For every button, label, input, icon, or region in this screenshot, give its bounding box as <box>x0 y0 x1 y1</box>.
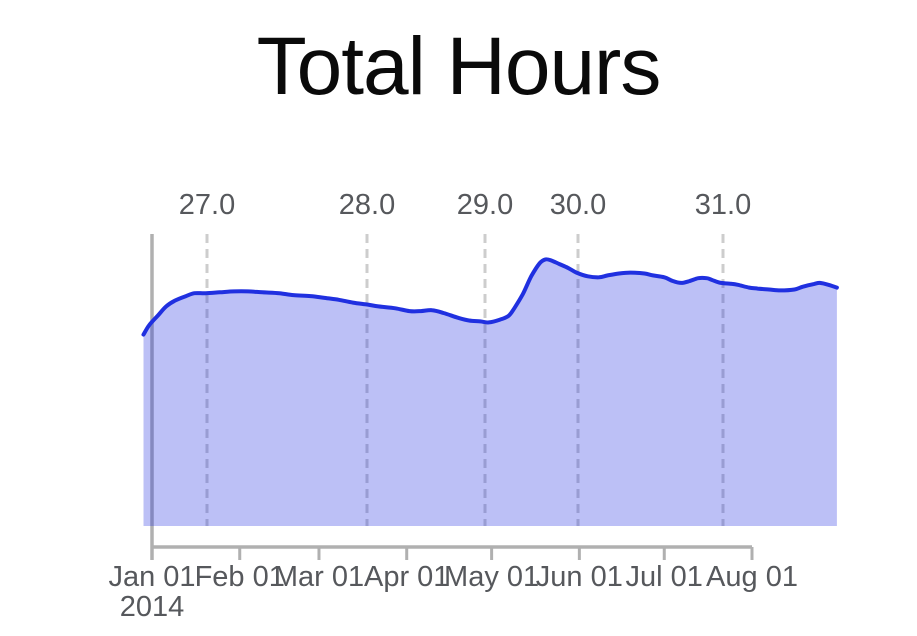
x-axis-tick-label: Jul 01 <box>625 561 703 593</box>
top-axis-tick-label: 30.0 <box>549 189 607 221</box>
x-axis-tick-label: Aug 01 <box>706 561 798 593</box>
top-axis-tick-label: 29.0 <box>456 189 514 221</box>
x-axis-year-label: 2014 <box>119 590 185 623</box>
x-axis-tick-label: Apr 01 <box>363 561 450 593</box>
chart-title: Total Hours <box>256 21 662 112</box>
x-axis-tick: Aug 01 <box>706 561 798 593</box>
x-axis-tick-label: Feb 01 <box>194 561 285 593</box>
x-axis-tick-label: Mar 01 <box>273 561 365 593</box>
x-axis-tick: May 01 <box>444 561 540 593</box>
x-axis-tick-label: Jun 01 <box>535 561 623 593</box>
x-axis-tick: Jul 01 <box>625 561 703 593</box>
data-line <box>141 257 839 337</box>
top-axis-tick-label: 28.0 <box>338 189 396 221</box>
x-axis-tick: Apr 01 <box>363 561 450 593</box>
x-axis-tick: Jan 01 2014 <box>108 561 196 623</box>
top-axis-tick-label: 27.0 <box>178 189 236 221</box>
x-axis-tick-label: Jan 01 <box>108 561 196 593</box>
top-axis-tick-label: 31.0 <box>694 189 752 221</box>
area-fill <box>143 259 837 526</box>
x-axis-tick: Jun 01 <box>535 561 623 593</box>
x-axis-tick-label: May 01 <box>444 561 540 593</box>
x-axis-tick: Feb 01 <box>194 561 285 593</box>
x-axis-tick: Mar 01 <box>273 561 365 593</box>
